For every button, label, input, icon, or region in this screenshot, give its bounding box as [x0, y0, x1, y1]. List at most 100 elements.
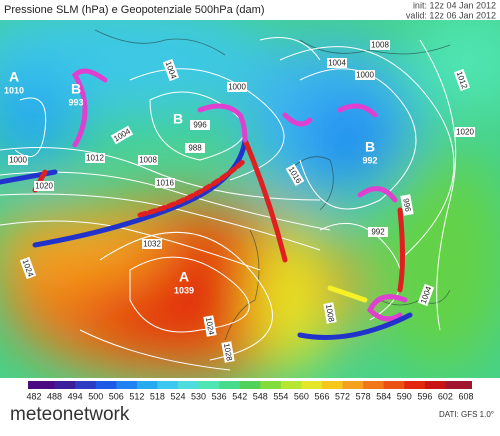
isobar-label-bg	[155, 178, 175, 188]
colorbar-segment	[239, 381, 261, 389]
center-value: 993	[68, 97, 83, 107]
isobar-label-bg	[453, 68, 471, 92]
isobar-label-bg	[34, 181, 54, 191]
colorbar-segment	[219, 381, 241, 389]
colorbar-segment	[322, 381, 344, 389]
isobar-label-bg	[355, 70, 375, 80]
isobar-label-bg	[327, 58, 347, 68]
isobar-label-text: 1004	[328, 59, 346, 68]
isobar-label: 1008	[138, 155, 158, 165]
isobar-label: 1024	[203, 315, 217, 337]
init-time: init: 12z 04 Jan 2012	[413, 0, 496, 10]
isobar-label-bg	[142, 239, 162, 249]
isobar-label-text: 1012	[86, 154, 104, 163]
data-source: DATI: GFS 1.0°	[439, 410, 494, 419]
isobar-label-bg	[370, 40, 390, 50]
colorbar-segment	[280, 381, 302, 389]
center-letter: B	[173, 111, 183, 127]
center-letter: B	[71, 81, 81, 97]
colorbar-tick-label: 500	[88, 391, 103, 401]
isobar-label-bg	[400, 194, 414, 216]
isobar-label-bg	[110, 125, 134, 145]
colorbar-tick-label: 590	[397, 391, 412, 401]
center-letter: A	[9, 69, 19, 85]
valid-time: valid: 12z 06 Jan 2012	[406, 10, 496, 20]
colorbar-tick-label: 572	[335, 391, 350, 401]
isobar-label: 1012	[85, 153, 105, 163]
isobar-label-text: 1000	[356, 71, 374, 80]
isobar-label-bg	[227, 82, 247, 92]
isobar-label-text: 1032	[143, 240, 161, 249]
isobar-label: 1028	[221, 341, 235, 363]
colorbar-end	[28, 381, 34, 389]
isobar-label: 1000	[227, 82, 247, 92]
isobar-label: 1008	[323, 302, 337, 324]
isobar-label-bg	[85, 153, 105, 163]
isobar-label-bg	[417, 283, 435, 307]
isobar-label-text: 1016	[156, 179, 174, 188]
isobar-label: 1000	[355, 70, 375, 80]
isobar-label: 1020	[455, 127, 475, 137]
colorbar-tick-label: 542	[232, 391, 247, 401]
isobar-label-bg	[323, 302, 337, 324]
colorbar-segment	[383, 381, 405, 389]
colorbar-segment	[260, 381, 282, 389]
isobar-label-bg	[368, 227, 388, 237]
center-letter: A	[179, 269, 189, 285]
colorbar-segment	[75, 381, 97, 389]
isobar-label-text: 1020	[456, 128, 474, 137]
isobar-label-text: 992	[371, 228, 385, 237]
isobar-label: 988	[185, 143, 205, 153]
isobar-labels: 1000 1004 1008 1012 1016 1020 1024 1028 1032 1000…	[8, 40, 475, 363]
isobar-label-bg	[8, 155, 28, 165]
colorbar-end	[466, 381, 472, 389]
isobar-label-bg	[203, 315, 217, 337]
colorbar-segment	[157, 381, 179, 389]
center-value: 992	[362, 155, 377, 165]
isobar-label-text: 1000	[228, 83, 246, 92]
colorbar-tick-label: 482	[26, 391, 41, 401]
fronts	[0, 68, 413, 340]
colorbar-tick-label: 584	[376, 391, 391, 401]
center-letter: B	[365, 139, 375, 155]
colorbar-segment	[34, 381, 56, 389]
colorbar-tick-label: 578	[356, 391, 371, 401]
isobar-label-bg	[19, 256, 37, 280]
isobar-label: 1000	[8, 155, 28, 165]
isobar-label-bg	[285, 163, 305, 187]
colorbar-tick-label: 596	[417, 391, 432, 401]
isobar-label-text: 988	[188, 144, 202, 153]
colorbar-tick-label: 512	[129, 391, 144, 401]
colorbar-segment	[178, 381, 200, 389]
colorbar-segment	[95, 381, 117, 389]
colorbar-segment	[301, 381, 323, 389]
colorbar-segment	[116, 381, 138, 389]
colorbar-tick-label: 608	[458, 391, 473, 401]
colorbar-segment	[363, 381, 385, 389]
isobar-label-text: 1008	[324, 303, 336, 323]
colorbar-tick-label: 560	[294, 391, 309, 401]
colorbar-tick-label: 554	[273, 391, 288, 401]
isobar-label-bg	[138, 155, 158, 165]
isobar-label-text: 1008	[139, 156, 157, 165]
isobar-label-text: 1028	[222, 342, 234, 362]
isobar-label-text: 996	[193, 121, 207, 130]
colorbar-tick-label: 566	[314, 391, 329, 401]
colorbar-segment	[424, 381, 446, 389]
isobar-label-bg	[162, 58, 180, 82]
colorbar-segment	[404, 381, 426, 389]
colorbar-tick-label: 530	[191, 391, 206, 401]
colorbar-tick-label: 524	[170, 391, 185, 401]
isobar-label-bg	[185, 143, 205, 153]
colorbar-tick-label: 548	[253, 391, 268, 401]
isobar-label-text: 1008	[371, 41, 389, 50]
colorbar-tick-label: 494	[68, 391, 83, 401]
isobar-label: 996	[190, 120, 210, 130]
colorbar-tick-label: 536	[212, 391, 227, 401]
colorbar: 482 488 494 500 506 512 518 524 530 536 542 548 554 5…	[26, 381, 474, 401]
center-value: 1039	[174, 285, 194, 295]
isobar-label: 992	[368, 227, 388, 237]
